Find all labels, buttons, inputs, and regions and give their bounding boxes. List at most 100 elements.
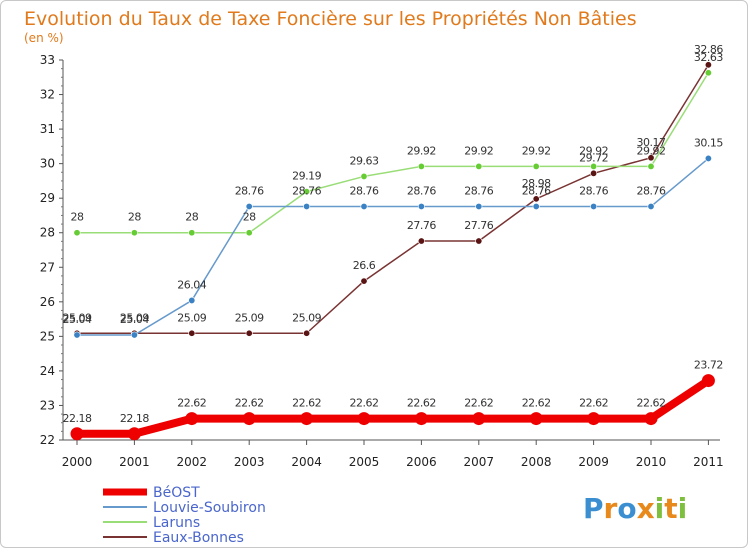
data-point bbox=[73, 229, 81, 237]
y-tick-label: 26 bbox=[40, 295, 55, 309]
data-label: 29.92 bbox=[522, 144, 551, 157]
unit-label: (en %) bbox=[24, 31, 64, 45]
data-point bbox=[475, 162, 483, 170]
x-tick-label: 2001 bbox=[119, 455, 150, 469]
data-point bbox=[245, 229, 253, 237]
data-label: 22.62 bbox=[464, 397, 493, 410]
data-label: 28 bbox=[243, 211, 256, 224]
data-point bbox=[357, 412, 371, 426]
y-tick-label: 27 bbox=[40, 260, 55, 274]
data-label: 25.04 bbox=[63, 313, 92, 326]
data-label: 22.62 bbox=[637, 397, 666, 410]
data-label: 22.62 bbox=[522, 397, 551, 410]
data-point bbox=[185, 412, 199, 426]
data-point bbox=[532, 162, 540, 170]
data-point bbox=[587, 412, 601, 426]
legend-label: BéOST bbox=[153, 485, 200, 501]
data-label: 28.76 bbox=[522, 184, 551, 197]
data-point bbox=[590, 202, 598, 210]
data-label: 26.6 bbox=[353, 259, 376, 272]
data-point bbox=[188, 329, 196, 337]
data-label: 27.76 bbox=[464, 219, 493, 232]
data-point bbox=[303, 202, 311, 210]
data-label: 28.76 bbox=[579, 184, 608, 197]
data-point bbox=[130, 229, 138, 237]
data-point bbox=[590, 162, 598, 170]
data-label: 22.18 bbox=[120, 412, 149, 425]
data-label: 25.09 bbox=[292, 311, 321, 324]
series-layer bbox=[70, 61, 715, 441]
data-label: 23.72 bbox=[694, 359, 723, 372]
axis-ticks: 22 23 24 25 26 27 28 29 30 31 32 33 2000 2001 2002 2003… bbox=[40, 53, 724, 469]
data-point bbox=[70, 427, 84, 441]
data-point bbox=[73, 331, 81, 339]
data-point bbox=[704, 154, 712, 162]
data-label: 26.04 bbox=[177, 278, 206, 291]
data-point bbox=[417, 162, 425, 170]
data-point bbox=[532, 202, 540, 210]
x-tick-label: 2002 bbox=[177, 455, 208, 469]
data-point bbox=[188, 229, 196, 237]
y-tick-label: 24 bbox=[40, 364, 55, 378]
data-point bbox=[303, 329, 311, 337]
x-tick-label: 2008 bbox=[521, 455, 552, 469]
y-tick-label: 29 bbox=[40, 191, 55, 205]
data-point bbox=[360, 277, 368, 285]
x-tick-label: 2010 bbox=[636, 455, 667, 469]
x-tick-label: 2005 bbox=[349, 455, 380, 469]
data-label: 25.09 bbox=[120, 311, 149, 324]
data-point bbox=[475, 202, 483, 210]
data-label: 30.15 bbox=[694, 136, 723, 149]
data-labels: 22.18 22.18 22.62 22.62 22.62 22.62 22.62 22.62… bbox=[63, 43, 724, 425]
data-point bbox=[130, 331, 138, 339]
y-tick-label: 32 bbox=[40, 88, 55, 102]
data-label: 22.18 bbox=[63, 412, 92, 425]
data-label: 22.62 bbox=[235, 397, 264, 410]
data-label: 29.19 bbox=[292, 170, 321, 183]
data-label: 22.62 bbox=[407, 397, 436, 410]
chart-title: Evolution du Taux de Taxe Foncière sur l… bbox=[24, 8, 637, 30]
data-point bbox=[472, 412, 486, 426]
data-label: 28.76 bbox=[350, 184, 379, 197]
data-point bbox=[127, 427, 141, 441]
data-point bbox=[701, 374, 715, 388]
y-tick-label: 25 bbox=[40, 329, 55, 343]
data-label: 22.62 bbox=[292, 397, 321, 410]
data-label: 32.63 bbox=[694, 51, 723, 64]
data-point bbox=[704, 61, 712, 69]
data-point bbox=[647, 162, 655, 170]
series-line-1 bbox=[77, 157, 709, 336]
series-line-0 bbox=[77, 377, 711, 438]
data-point bbox=[245, 329, 253, 337]
x-tick-label: 2007 bbox=[464, 455, 495, 469]
x-tick-label: 2011 bbox=[693, 455, 724, 469]
data-label: 28.98 bbox=[522, 177, 551, 190]
data-point bbox=[300, 412, 314, 426]
data-point bbox=[704, 69, 712, 77]
x-tick-label: 2006 bbox=[406, 455, 437, 469]
legend-label: Laruns bbox=[153, 515, 200, 531]
data-label: 22.62 bbox=[177, 397, 206, 410]
data-point bbox=[529, 412, 543, 426]
y-tick-label: 22 bbox=[40, 433, 55, 447]
y-tick-label: 31 bbox=[40, 122, 55, 136]
data-label: 29.63 bbox=[350, 154, 379, 167]
x-tick-label: 2009 bbox=[578, 455, 609, 469]
data-label: 28 bbox=[128, 211, 141, 224]
data-point bbox=[303, 188, 311, 196]
data-point bbox=[647, 154, 655, 162]
series-line-2 bbox=[77, 72, 710, 234]
y-tick-label: 23 bbox=[40, 398, 55, 412]
series-line-3 bbox=[77, 64, 710, 335]
data-label: 28 bbox=[71, 211, 84, 224]
data-point bbox=[417, 202, 425, 210]
data-point bbox=[360, 172, 368, 180]
y-tick-label: 28 bbox=[40, 226, 55, 240]
data-label: 25.09 bbox=[177, 311, 206, 324]
logo-text: Proxiti bbox=[583, 492, 687, 525]
data-label: 25.09 bbox=[63, 311, 92, 324]
legend-label: Eaux-Bonnes bbox=[153, 530, 244, 546]
data-label: 28.76 bbox=[407, 184, 436, 197]
